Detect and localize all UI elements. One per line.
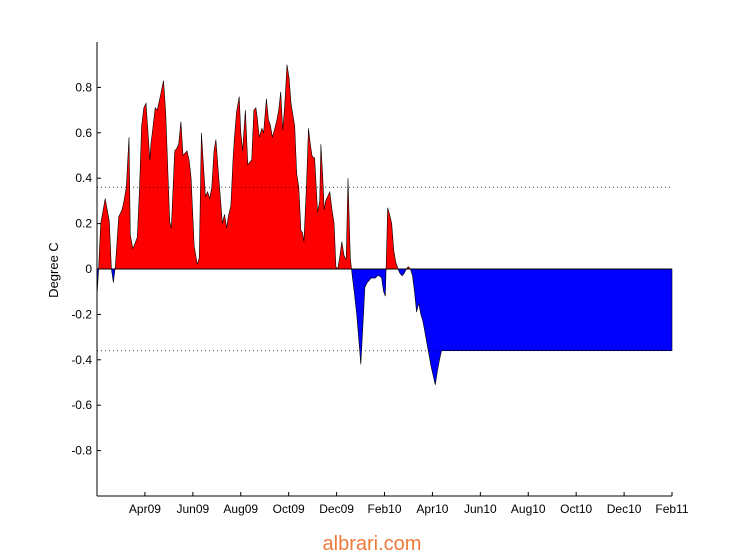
y-tick-label: 0.6 <box>75 126 92 140</box>
x-tick-label: Oct10 <box>560 502 592 516</box>
negative-area <box>397 268 407 277</box>
y-tick-label: 0 <box>85 262 92 276</box>
x-tick-label: Feb10 <box>367 502 401 516</box>
x-ticks: Apr09 Jun09 Aug09 Oct09 Dec09 Feb10 Apr10 Jun10… <box>129 492 689 516</box>
watermark-text: albrari.com <box>322 533 422 555</box>
x-tick-label: Aug09 <box>223 502 258 516</box>
positive-area <box>98 198 112 270</box>
x-tick-label: Jun09 <box>177 502 210 516</box>
x-tick-label: Dec09 <box>319 502 354 516</box>
negative-area <box>351 268 387 365</box>
x-tick-label: Dec10 <box>607 502 642 516</box>
x-tick-label: Jun10 <box>464 502 497 516</box>
negative-area <box>111 268 116 283</box>
y-tick-label: 0.4 <box>75 171 92 185</box>
positive-area <box>114 64 352 270</box>
y-tick-label: -0.2 <box>71 307 92 321</box>
area-fills <box>96 64 673 385</box>
x-tick-label: Oct09 <box>273 502 305 516</box>
y-tick-label: -0.6 <box>71 398 92 412</box>
x-tick-label: Feb11 <box>655 502 688 516</box>
y-axis-label: Degree C <box>46 242 61 298</box>
positive-area <box>385 207 399 270</box>
y-tick-label: 0.2 <box>75 217 92 231</box>
y-ticks: -0.8 -0.6 -0.4 -0.2 0 0.2 0.4 0.6 0.8 <box>71 80 101 458</box>
negative-area <box>409 268 673 385</box>
y-tick-label: -0.4 <box>71 353 92 367</box>
y-tick-label: 0.8 <box>75 80 92 94</box>
x-tick-label: Aug10 <box>511 502 546 516</box>
x-tick-label: Apr09 <box>129 502 161 516</box>
y-tick-label: -0.8 <box>71 444 92 458</box>
x-tick-label: Apr10 <box>416 502 448 516</box>
